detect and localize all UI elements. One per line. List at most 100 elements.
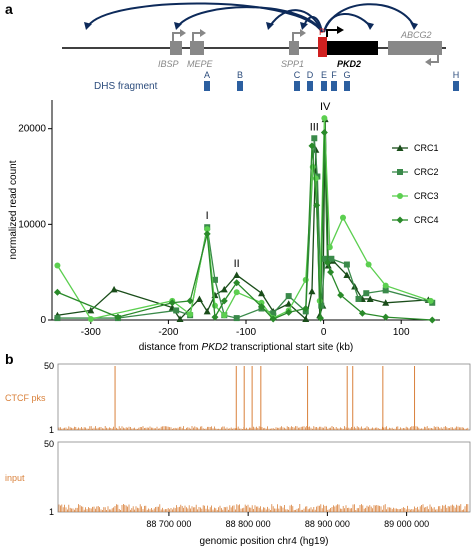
gene-label-abcg2: ABCG2	[400, 30, 432, 40]
promoter-box	[318, 37, 327, 57]
data-point	[355, 295, 362, 302]
chromatin-loop-arcs	[87, 2, 415, 33]
data-point	[322, 255, 329, 262]
track-label: input	[5, 473, 25, 483]
x-tick-label: 100	[393, 327, 410, 338]
dhs-letter-E: E	[321, 70, 327, 80]
track-input: 1 50 input	[5, 439, 471, 517]
track-y-tick-label: 1	[49, 507, 54, 517]
data-point	[382, 313, 390, 321]
signal-noise	[58, 504, 469, 512]
track-frame	[57, 441, 471, 513]
tss-arrowhead-abcg2	[425, 58, 431, 66]
track-ctcf-pks: 1 50 CTCF pks	[5, 361, 471, 435]
gene-box-abcg2	[388, 41, 442, 55]
data-point	[114, 313, 122, 321]
track-y-tick-label: 1	[49, 425, 54, 435]
x-tick-label: -100	[236, 327, 256, 338]
legend-marker	[396, 144, 404, 151]
data-point	[308, 287, 316, 295]
data-point	[173, 307, 180, 314]
x-axis-label: distance from PKD2 transcriptional start…	[139, 342, 354, 353]
tss-arrow-abcg2	[430, 55, 439, 63]
loop-arrowheads	[84, 22, 418, 30]
data-point	[110, 285, 118, 293]
legend-marker	[397, 169, 403, 175]
gene-label-spp1: SPP1	[281, 59, 304, 69]
data-point	[211, 276, 218, 283]
data-point	[363, 290, 370, 297]
data-point	[186, 297, 194, 305]
data-point	[87, 316, 94, 323]
data-point	[365, 261, 372, 268]
data-point	[258, 289, 266, 297]
gene-label-pkd2: PKD2	[337, 59, 361, 69]
signal-noise	[58, 426, 469, 430]
data-point	[427, 297, 434, 304]
legend-label-crc4: CRC4	[414, 215, 439, 225]
dhs-box-G	[344, 81, 350, 91]
gene-box-ibsp	[170, 41, 182, 55]
data-point	[220, 297, 228, 305]
data-point	[233, 315, 240, 322]
data-point	[302, 276, 309, 283]
data-point	[285, 293, 292, 300]
data-point	[302, 315, 310, 323]
tss-arrowhead-spp1	[300, 29, 306, 37]
panel-b-label: b	[5, 351, 14, 367]
genome-x-axis-label: genomic position chr4 (hg19)	[200, 536, 329, 547]
gene-label-ibsp: IBSP	[158, 59, 179, 69]
panel-a-label: a	[5, 1, 13, 17]
data-point	[366, 295, 374, 302]
series-crc2	[54, 135, 436, 322]
line-chart: 0 10000 20000 -300 -200 -100 0 100 normalized re…	[8, 100, 440, 353]
peak-label-II: II	[234, 258, 240, 270]
data-point	[382, 287, 389, 294]
data-point	[337, 291, 345, 299]
track-frame	[57, 363, 471, 431]
track-y-tick-label: 50	[44, 361, 54, 371]
genome-x-tick-label: 88 900 000	[305, 519, 350, 529]
data-point	[428, 316, 436, 324]
data-point	[211, 313, 219, 321]
data-point	[311, 135, 318, 142]
x-tick-label: 0	[321, 327, 327, 338]
tss-arrowhead-pkd2	[337, 26, 344, 34]
data-point	[358, 309, 366, 317]
dhs-letter-A: A	[204, 70, 210, 80]
gene-box-pkd2	[327, 41, 378, 55]
dhs-letter-G: G	[343, 70, 350, 80]
series-crc1	[53, 115, 432, 323]
data-point	[382, 282, 389, 289]
peak-label-IV: IV	[320, 101, 331, 113]
peak-label-III: III	[310, 121, 319, 133]
data-point	[285, 308, 293, 316]
data-point	[54, 315, 61, 322]
dhs-box-B	[237, 81, 243, 91]
data-point	[270, 310, 277, 317]
genome-x-tick-label: 88 700 000	[146, 519, 191, 529]
legend-label-crc2: CRC2	[414, 167, 439, 177]
dhs-letter-B: B	[237, 70, 243, 80]
data-point	[53, 288, 61, 296]
dhs-letter-H: H	[453, 70, 460, 80]
x-tick-label: -300	[81, 327, 101, 338]
gene-label-mepe: MEPE	[187, 59, 214, 69]
data-point	[328, 255, 335, 262]
track-y-tick-label: 50	[44, 439, 54, 449]
tss-arrow-pkd2	[326, 29, 338, 37]
data-point	[285, 300, 293, 307]
data-point	[327, 268, 335, 276]
data-point	[87, 306, 95, 314]
data-point	[233, 279, 241, 287]
data-point	[203, 230, 211, 238]
peak-label-I: I	[206, 210, 209, 222]
data-point	[220, 285, 228, 293]
data-point	[176, 315, 184, 323]
dhs-box-F	[331, 81, 337, 91]
data-point	[195, 295, 203, 302]
data-point	[313, 201, 321, 209]
data-point	[323, 259, 331, 267]
dhs-box-D	[307, 81, 313, 91]
